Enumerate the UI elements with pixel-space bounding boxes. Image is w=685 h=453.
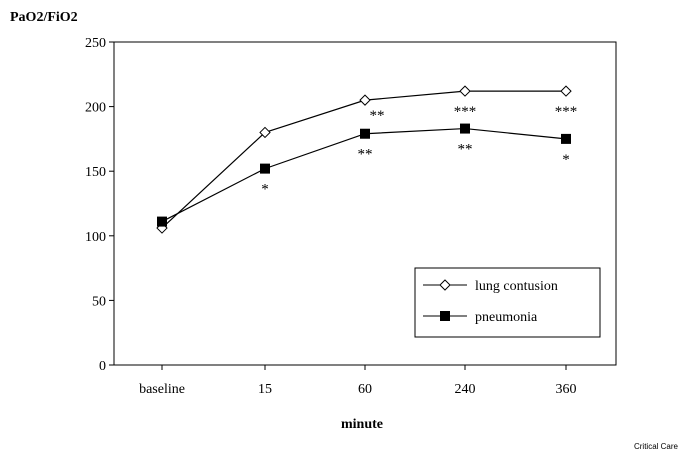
x-tick-label: 15 [258,382,272,397]
y-tick-label: 50 [92,294,106,309]
y-axis: 0 50 100 150 200 250 [85,36,114,374]
x-tick-label: 60 [358,382,372,397]
legend-marker-square-icon [440,311,450,321]
x-axis-label: minute [341,417,383,432]
credit-text: Critical Care [634,442,679,451]
y-axis-label: PaO2/FiO2 [10,10,78,25]
data-point-pneumonia [561,133,571,144]
x-tick-label: 240 [455,382,476,397]
legend-marker-diamond-icon [439,279,451,291]
significance-annotation: *** [454,104,477,120]
series-line-pneumonia [161,127,567,223]
significance-annotation: ** [358,147,373,163]
x-tick-label: baseline [139,382,185,397]
y-tick-label: 200 [85,101,106,116]
significance-annotation: ** [458,142,473,158]
data-point-lung-contusion [560,85,572,97]
annotation-layer: *** ****** ***** [261,104,577,198]
legend-box [414,267,601,338]
series-layer [156,85,572,234]
significance-annotation: * [562,152,570,168]
x-tick-label: 360 [556,382,577,397]
data-point-pneumonia [460,123,470,134]
data-point-pneumonia [260,163,270,174]
legend-label-pneumonia: pneumonia [475,310,538,325]
data-point-lung-contusion [359,94,371,106]
data-point-lung-contusion [259,126,271,139]
y-tick-label: 0 [99,359,106,374]
x-axis: baseline 15 60 240 360 [139,365,577,397]
significance-annotation: * [261,182,269,198]
data-point-pneumonia [157,216,167,227]
y-tick-label: 250 [85,36,106,51]
data-point-pneumonia [360,128,370,139]
y-tick-label: 100 [85,230,106,245]
significance-annotation: ** [370,108,385,124]
y-tick-label: 150 [85,165,106,180]
data-point-lung-contusion [459,85,471,97]
legend-label-lung-contusion: lung contusion [475,279,558,294]
significance-annotation: *** [555,104,578,120]
legend: lung contusion pneumonia [414,267,601,338]
